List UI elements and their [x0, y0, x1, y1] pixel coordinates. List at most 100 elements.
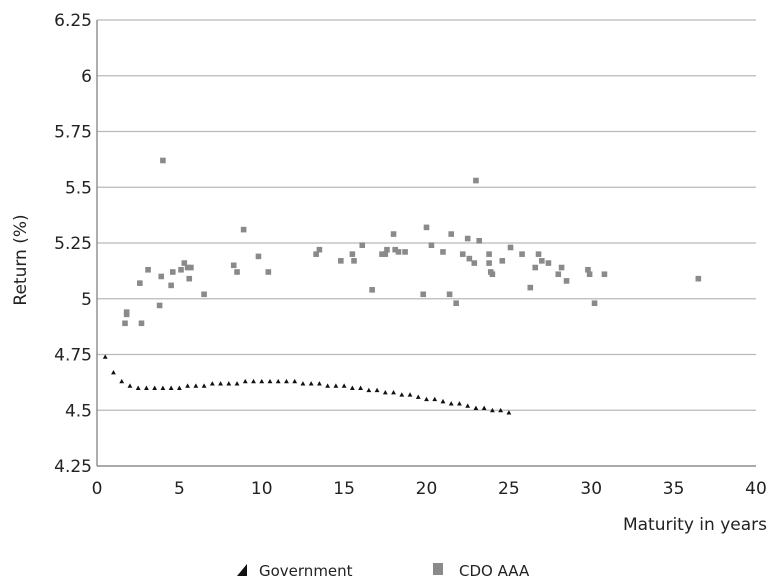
data-point — [338, 258, 344, 264]
y-tick-label: 4.25 — [54, 457, 92, 477]
data-point — [476, 237, 483, 244]
data-point — [275, 378, 281, 384]
data-point — [506, 410, 512, 415]
data-point — [292, 378, 298, 384]
y-tick-label: 4.5 — [65, 401, 92, 421]
data-point — [379, 251, 385, 257]
data-point — [160, 385, 166, 390]
data-point — [169, 269, 176, 275]
data-point — [432, 396, 438, 402]
data-point — [423, 224, 430, 231]
data-point — [341, 383, 347, 388]
data-point — [325, 383, 331, 388]
data-point — [209, 381, 215, 386]
x-tick-label: 15 — [333, 479, 355, 499]
data-point — [137, 280, 143, 286]
data-point — [395, 249, 402, 255]
data-point — [234, 269, 240, 275]
data-point — [226, 381, 232, 386]
data-point — [119, 378, 125, 384]
data-point — [201, 383, 207, 388]
legend-item-government: Government — [237, 562, 353, 579]
data-point — [369, 287, 375, 293]
y-tick-label: 5.25 — [54, 234, 92, 254]
series-cdo-aaa — [122, 157, 702, 327]
data-point — [333, 383, 339, 388]
data-point — [349, 385, 355, 390]
data-point — [490, 407, 495, 413]
data-point — [498, 407, 504, 413]
data-point — [527, 284, 534, 291]
data-point — [555, 271, 562, 278]
data-point — [519, 251, 525, 257]
data-point — [486, 260, 492, 266]
data-point — [313, 251, 319, 257]
data-point — [585, 266, 591, 273]
y-tick-label: 5 — [81, 290, 92, 310]
data-point — [102, 354, 108, 359]
data-point — [122, 320, 128, 327]
data-point — [415, 394, 421, 399]
data-point — [499, 258, 506, 264]
data-point — [240, 226, 247, 233]
data-point — [349, 251, 356, 257]
data-point — [420, 291, 427, 298]
legend-label-cdo-aaa: CDO AAA — [459, 562, 530, 579]
square-icon — [433, 563, 443, 575]
data-point — [466, 255, 473, 262]
data-point — [486, 251, 492, 257]
data-point — [259, 378, 265, 384]
data-point — [459, 251, 466, 257]
data-point — [351, 258, 357, 264]
data-point — [453, 300, 459, 307]
data-point — [601, 271, 608, 278]
y-tick-labels: 4.25 4.5 4.75 5 5.25 5.5 5.75 6 6.25 — [54, 11, 92, 477]
data-point — [267, 378, 273, 384]
y-tick-label: 6.25 — [54, 11, 92, 31]
data-point — [138, 320, 145, 327]
y-tick-label: 5.75 — [54, 123, 92, 143]
data-point — [545, 260, 552, 266]
data-point — [507, 244, 514, 251]
data-point — [127, 383, 133, 388]
data-point — [186, 275, 193, 282]
data-point — [448, 231, 455, 237]
data-point — [358, 385, 363, 390]
x-tick-label: 0 — [92, 479, 103, 499]
data-point — [471, 260, 478, 266]
axes — [96, 20, 756, 467]
data-point — [446, 291, 453, 298]
data-point — [160, 157, 166, 164]
data-point — [218, 381, 223, 386]
data-point — [440, 249, 446, 255]
data-point — [464, 235, 471, 242]
data-point — [428, 242, 435, 249]
data-point — [586, 271, 593, 278]
data-point — [359, 242, 366, 249]
data-point — [481, 405, 487, 411]
gridlines — [97, 19, 756, 411]
data-point — [316, 246, 323, 253]
data-point — [366, 387, 372, 393]
legend-item-cdo-aaa: CDO AAA — [433, 562, 530, 579]
data-point — [539, 258, 545, 264]
legend: Government CDO AAA — [237, 562, 530, 579]
data-point — [591, 300, 598, 307]
data-point — [382, 251, 389, 257]
y-tick-label: 4.75 — [54, 346, 92, 366]
data-point — [193, 383, 199, 388]
data-points — [102, 157, 702, 415]
x-tick-label: 30 — [580, 479, 602, 499]
data-point — [255, 253, 262, 260]
data-point — [234, 381, 240, 386]
data-point — [123, 309, 130, 315]
data-point — [440, 398, 446, 404]
data-point — [391, 390, 396, 395]
data-point — [390, 231, 397, 237]
x-tick-label: 35 — [663, 479, 685, 499]
data-point — [284, 378, 289, 384]
x-tick-label: 25 — [498, 479, 520, 499]
data-point — [251, 378, 256, 384]
data-point — [111, 369, 116, 375]
